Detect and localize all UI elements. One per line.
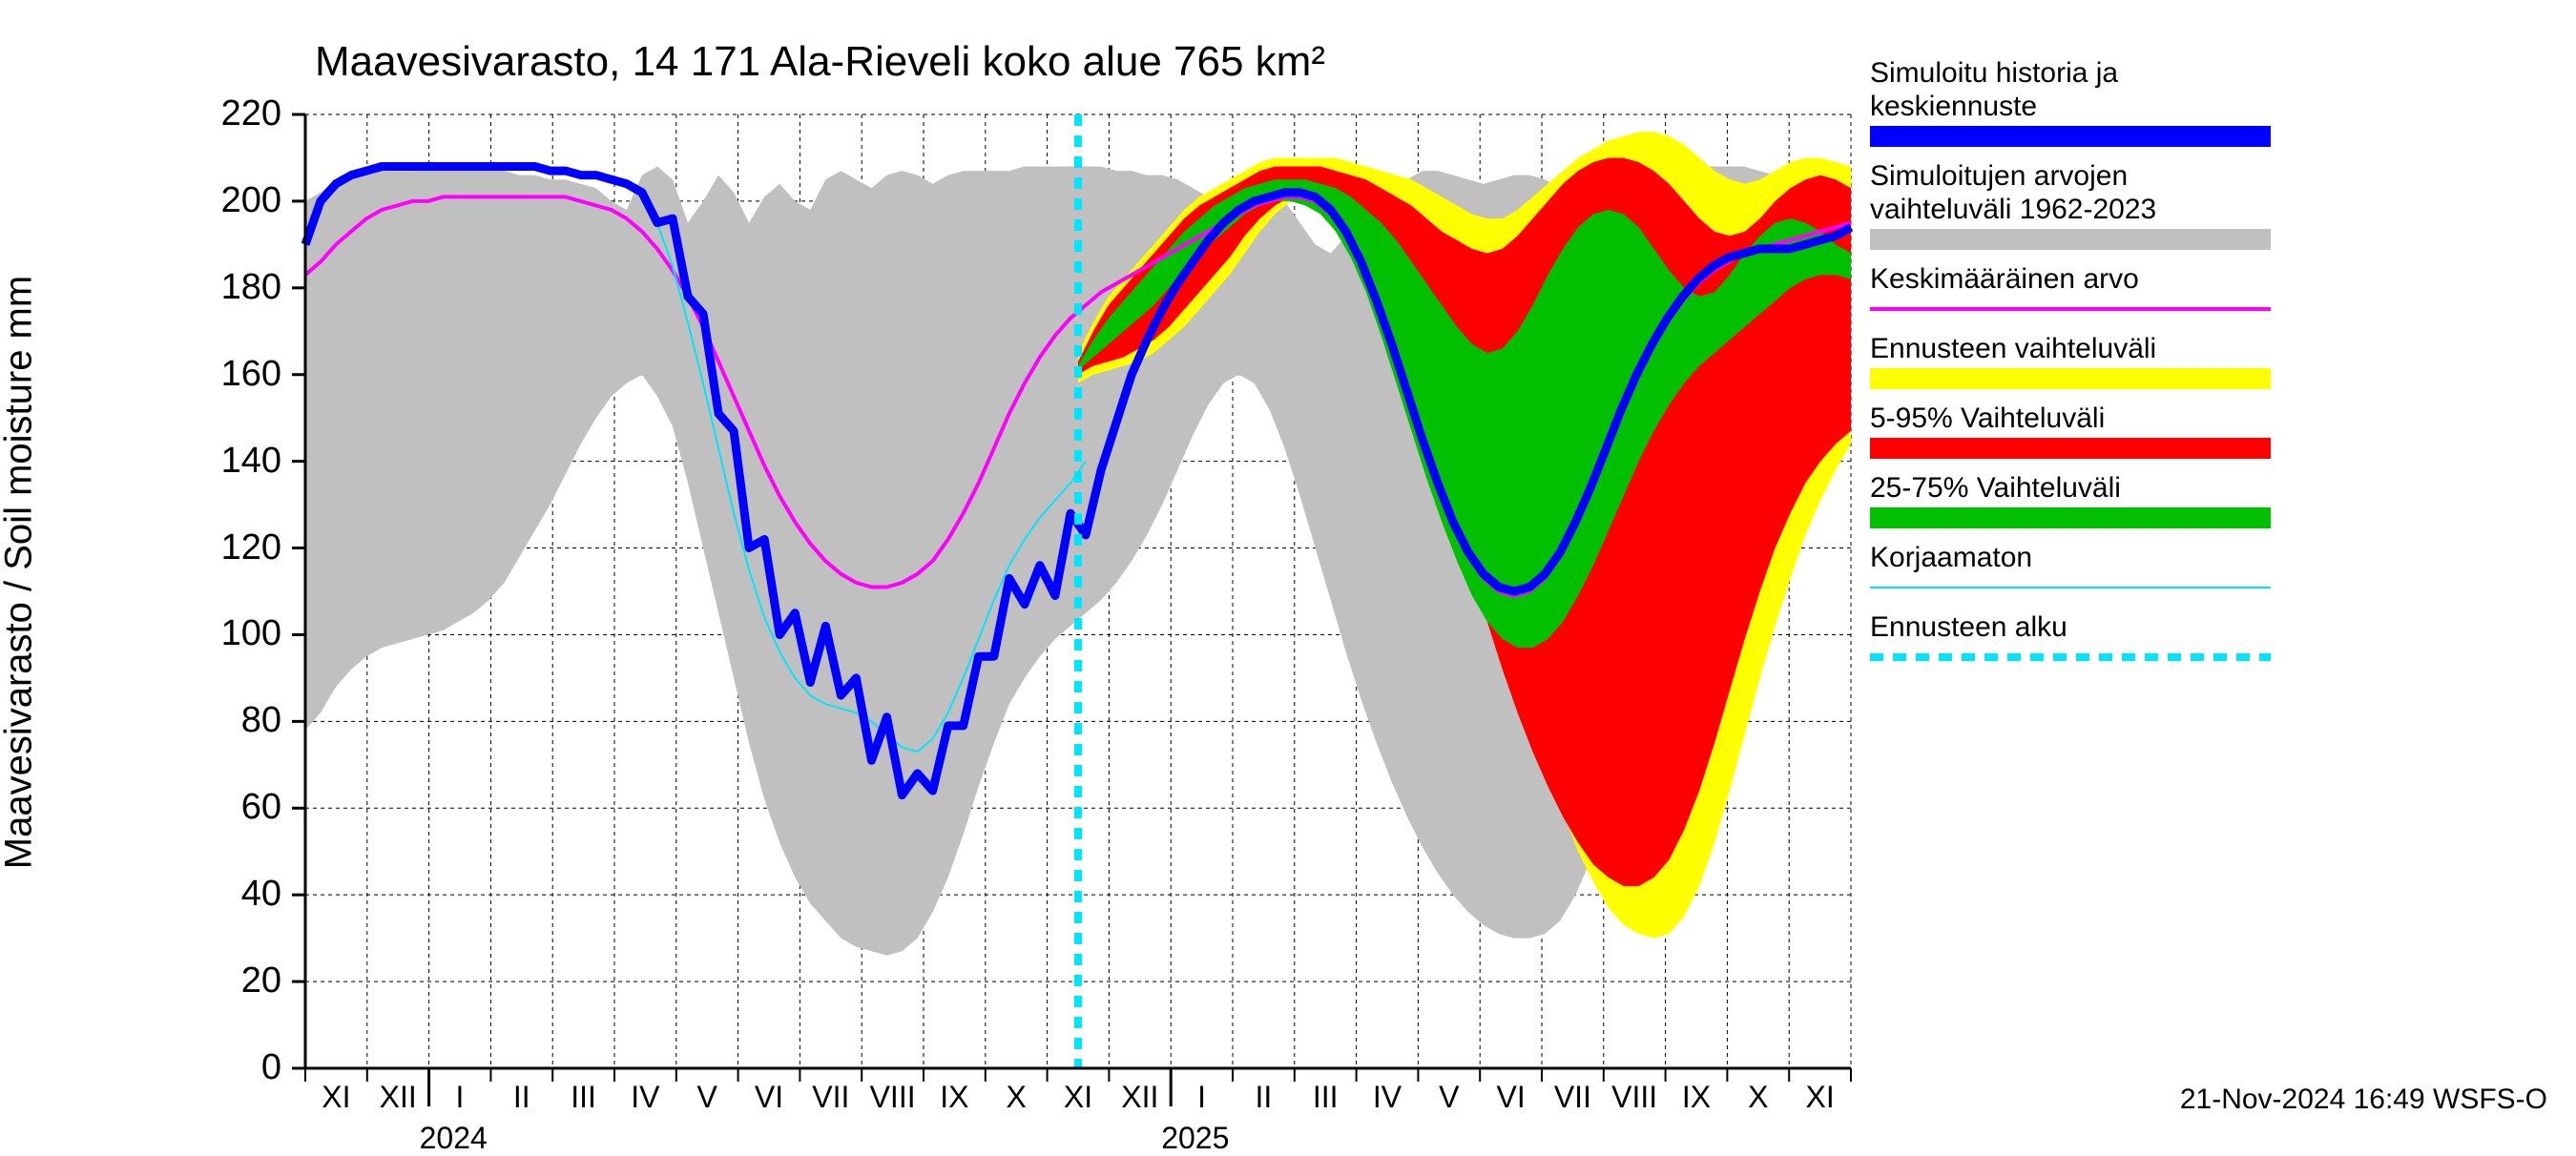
legend-label: 5-95% Vaihteluväli [1870,403,2271,436]
y-tick-label: 140 [221,441,281,482]
x-tick-label: XI [1049,1080,1107,1115]
x-tick-label: VIII [1606,1080,1663,1115]
legend-swatch [1870,229,2271,250]
x-tick-label: X [987,1080,1045,1115]
y-tick-label: 40 [241,874,281,915]
year-label: 2024 [420,1121,488,1156]
x-tick-label: VI [1483,1080,1540,1115]
legend-swatch [1870,507,2271,528]
year-label: 2025 [1161,1121,1229,1156]
x-tick-label: XI [307,1080,364,1115]
y-tick-label: 120 [221,527,281,568]
x-tick-label: X [1730,1080,1787,1115]
x-tick-label: II [493,1080,551,1115]
legend-swatch [1870,438,2271,459]
legend-label: Keskimääräinen arvo [1870,263,2271,297]
x-tick-label: VII [1544,1080,1601,1115]
y-axis-label: Maavesivarasto / Soil moisture mm [0,276,41,869]
x-tick-label: III [1297,1080,1354,1115]
x-tick-label: VII [802,1080,860,1115]
x-tick-label: II [1235,1080,1292,1115]
y-tick-label: 100 [221,613,281,654]
x-tick-label: VI [740,1080,798,1115]
legend-dashline [1870,647,2271,668]
x-tick-label: V [678,1080,736,1115]
footer-timestamp: 21-Nov-2024 16:49 WSFS-O [2180,1084,2547,1116]
y-tick-label: 220 [221,93,281,134]
legend-swatch [1870,368,2271,389]
legend-label: Korjaamaton [1870,542,2271,575]
y-tick-label: 200 [221,180,281,221]
y-tick-label: 60 [241,787,281,828]
x-tick-label: XII [1111,1080,1169,1115]
legend-label: Simuloitu historia jakeskiennuste [1870,57,2271,123]
legend-label: Simuloitujen arvojenvaihteluväli 1962-20… [1870,160,2271,226]
x-tick-label: IV [616,1080,674,1115]
x-tick-label: IX [925,1080,983,1115]
x-tick-label: I [1174,1080,1231,1115]
legend-label: 25-75% Vaihteluväli [1870,472,2271,506]
x-tick-label: XI [1792,1080,1849,1115]
y-tick-label: 20 [241,960,281,1001]
plot-area [305,114,1851,1068]
legend-line [1870,587,2271,588]
legend-label: Ennusteen alku [1870,611,2271,645]
x-tick-label: IV [1359,1080,1416,1115]
y-tick-label: 180 [221,267,281,308]
x-tick-label: I [431,1080,488,1115]
x-tick-label: V [1421,1080,1478,1115]
x-tick-label: III [555,1080,613,1115]
x-tick-label: VIII [864,1080,922,1115]
y-tick-label: 0 [261,1047,281,1088]
x-tick-label: IX [1668,1080,1725,1115]
chart-title: Maavesivarasto, 14 171 Ala-Rieveli koko … [315,38,1325,86]
legend-line [1870,126,2271,147]
y-tick-label: 160 [221,354,281,395]
y-tick-label: 80 [241,700,281,741]
legend-line [1870,307,2271,311]
legend-label: Ennusteen vaihteluväli [1870,333,2271,366]
x-tick-label: XII [369,1080,426,1115]
